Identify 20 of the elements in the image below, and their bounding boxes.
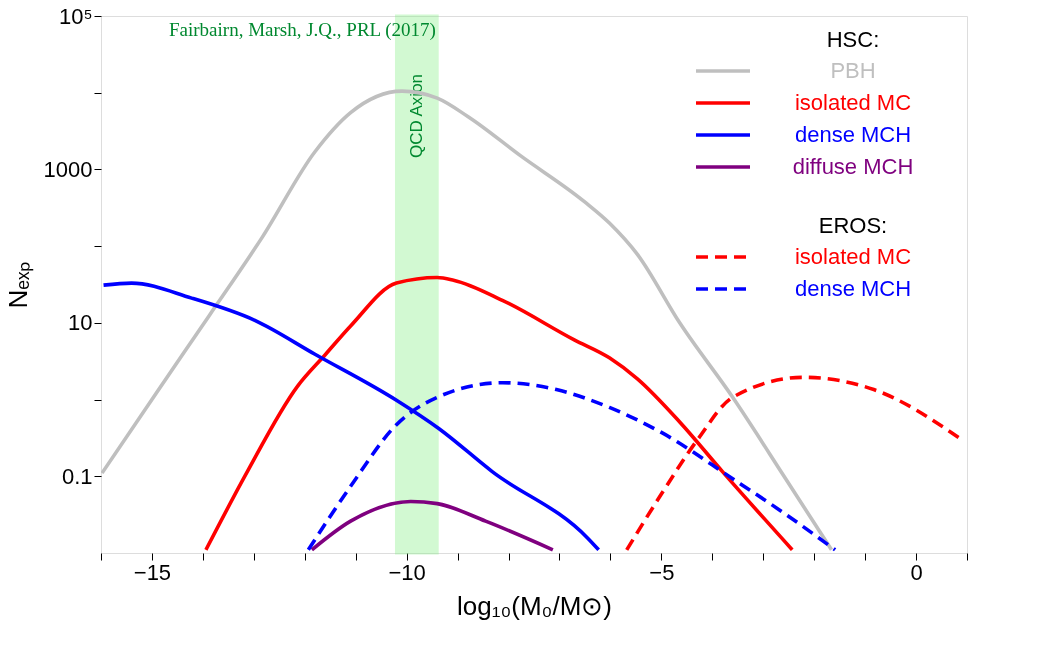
annotation: EROS: <box>818 213 888 238</box>
y-tick-label: 10 <box>68 310 93 336</box>
legend-title: HSC: <box>826 27 880 52</box>
x-tick-label: −5 <box>649 559 675 585</box>
legend-label: diffuse MCH <box>792 154 914 179</box>
x-tick-label: −10 <box>388 559 426 585</box>
y-tick-label: 10⁵ <box>58 3 93 29</box>
line-series <box>310 499 555 552</box>
y-tick-label: 0.1 <box>61 463 93 489</box>
text: PBH <box>830 58 876 83</box>
y-tick-label: 1000 <box>43 156 93 182</box>
legend-label: isolated MC <box>794 244 912 269</box>
annotation: Fairbairn, Marsh, J.Q., PRL (2017) <box>169 19 436 41</box>
y-axis-title: Nₑₓₚ <box>2 261 34 309</box>
legend-label: isolated MC <box>794 90 912 115</box>
x-tick-label: 0 <box>910 559 923 585</box>
legend-label: dense MCH <box>794 122 912 147</box>
legend-label: dense MCH <box>794 276 912 301</box>
x-axis-title: log₁₀(M₀/M⊙) <box>457 590 612 621</box>
x-tick-label: −15 <box>133 559 172 585</box>
